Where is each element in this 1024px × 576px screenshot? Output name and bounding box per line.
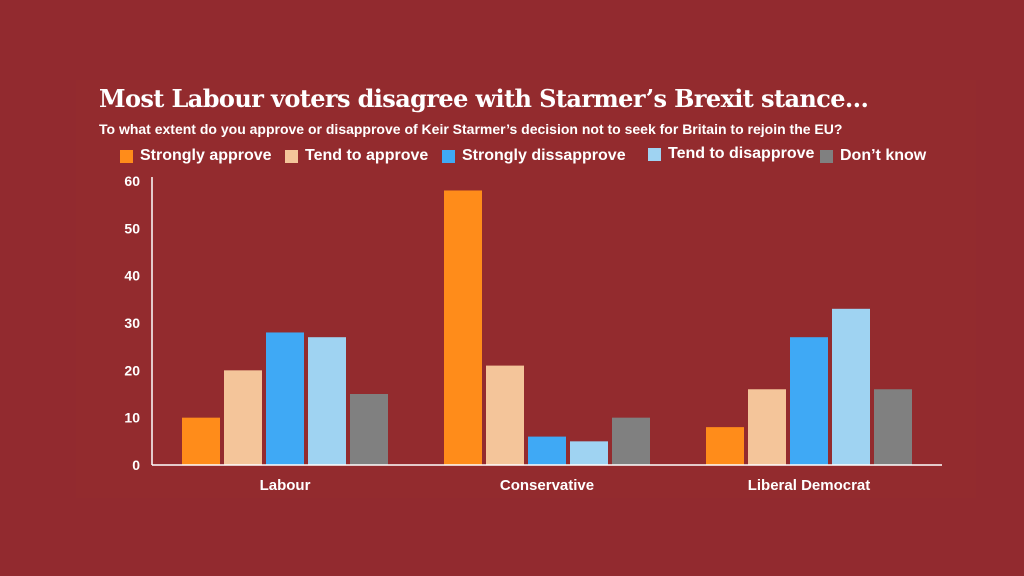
legend-swatch <box>820 149 833 163</box>
bar-liberal-democrat-tend-to-disapprove <box>832 308 870 465</box>
legend-item-strongly-approve: Strongly approve <box>120 147 272 165</box>
bar-conservative-strongly-dissapprove <box>528 436 566 465</box>
legend-item-tend-to-approve: Tend to approve <box>285 147 428 165</box>
legend-label: Strongly dissapprove <box>462 147 626 164</box>
legend-swatch <box>648 147 661 161</box>
y-tick-label: 40 <box>124 268 140 284</box>
legend-swatch <box>285 149 298 163</box>
x-category-label: Conservative <box>500 477 594 494</box>
legend-label: Don’t know <box>840 147 927 164</box>
bar-conservative-don-t-know <box>612 417 650 465</box>
x-category-label: Labour <box>260 477 311 494</box>
legend-item-strongly-dissapprove: Strongly dissapprove <box>442 147 626 165</box>
chart-title: Most Labour voters disagree with Starmer… <box>99 84 869 113</box>
bar-labour-tend-to-disapprove <box>308 337 346 465</box>
chart-subtitle: To what extent do you approve or disappr… <box>99 121 843 137</box>
bar-labour-don-t-know <box>350 394 388 465</box>
bar-conservative-tend-to-disapprove <box>570 441 608 465</box>
bar-labour-strongly-dissapprove <box>266 332 304 465</box>
bar-labour-tend-to-approve <box>224 370 262 465</box>
bar-conservative-tend-to-approve <box>486 365 524 465</box>
chart-legend: Strongly approve Tend to approve Strongly … <box>120 145 980 169</box>
y-tick-label: 50 <box>124 220 140 236</box>
legend-label: Tend to approve <box>305 147 429 164</box>
bar-liberal-democrat-strongly-approve <box>706 427 744 465</box>
y-tick-label: 20 <box>124 362 140 378</box>
x-category-label: Liberal Democrat <box>748 477 871 494</box>
y-tick-label: 60 <box>124 173 140 189</box>
bars <box>182 190 912 465</box>
x-axis-labels: Labour Conservative Liberal Democrat <box>260 477 871 494</box>
bar-liberal-democrat-don-t-know <box>874 389 912 465</box>
legend-item-don-t-know: Don’t know <box>820 147 926 165</box>
legend-swatch <box>442 149 455 163</box>
bar-conservative-strongly-approve <box>444 190 482 465</box>
y-tick-label: 0 <box>132 457 140 473</box>
bar-labour-strongly-approve <box>182 417 220 465</box>
legend-label: Strongly approve <box>140 147 272 164</box>
y-tick-label: 30 <box>124 315 140 331</box>
y-tick-label: 10 <box>124 410 140 426</box>
legend-item-tend-to-disapprove: Tend to disapprove <box>648 145 814 163</box>
legend-swatch <box>120 149 133 163</box>
bar-liberal-democrat-tend-to-approve <box>748 389 786 465</box>
bar-liberal-democrat-strongly-dissapprove <box>790 337 828 465</box>
y-axis-ticks: 0 10 20 30 40 50 60 <box>124 173 140 473</box>
legend-label: Tend to disapprove <box>668 145 815 162</box>
